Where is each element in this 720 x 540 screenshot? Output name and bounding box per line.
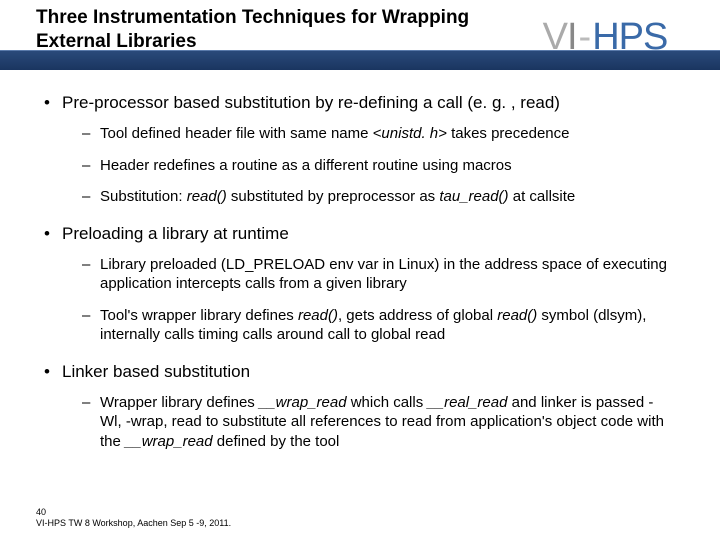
italic-span: read() [298, 307, 338, 324]
header-bar [0, 50, 720, 70]
italic-span: read() [497, 307, 537, 324]
italic-span: __wrap_read [125, 433, 213, 450]
sub-item: Substitution: read() substituted by prep… [40, 187, 680, 207]
italic-span: __real_read [427, 394, 507, 411]
bullet-linker: Linker based substitution [40, 361, 680, 383]
section-1: Pre-processor based substitution by re-d… [40, 92, 680, 207]
text-span: defined by the tool [213, 433, 340, 450]
italic-span: read() [187, 188, 227, 205]
text-span: Tool defined header file with same name [100, 125, 373, 142]
text-span: Wrapper library defines [100, 394, 259, 411]
footer-text: VI-HPS TW 8 Workshop, Aachen Sep 5 -9, 2… [36, 518, 231, 530]
sub-item: Tool defined header file with same name … [40, 124, 680, 144]
slide-title: Three Instrumentation Techniques for Wra… [36, 6, 480, 54]
text-span: substituted by preprocessor as [227, 188, 440, 205]
sub-item: Wrapper library defines __wrap_read whic… [40, 393, 680, 452]
section-3: Linker based substitution Wrapper librar… [40, 361, 680, 452]
sub-item: Tool's wrapper library defines read(), g… [40, 306, 680, 345]
section-2: Preloading a library at runtime Library … [40, 223, 680, 345]
italic-span: <unistd. h> [373, 125, 447, 142]
slide-content: Pre-processor based substitution by re-d… [0, 70, 720, 451]
slide-header: Three Instrumentation Techniques for Wra… [0, 0, 720, 70]
text-span: Substitution: [100, 188, 187, 205]
text-span: Library preloaded (LD_PRELOAD env var in… [100, 256, 667, 293]
bullet-preprocessor: Pre-processor based substitution by re-d… [40, 92, 680, 114]
sub-item: Library preloaded (LD_PRELOAD env var in… [40, 255, 680, 294]
text-span: takes precedence [447, 125, 570, 142]
text-span: , gets address of global [338, 307, 497, 324]
slide-footer: 40 VI-HPS TW 8 Workshop, Aachen Sep 5 -9… [36, 507, 231, 530]
text-span: at callsite [509, 188, 576, 205]
page-number: 40 [36, 507, 231, 519]
text-span: Header redefines a routine as a differen… [100, 157, 512, 174]
bullet-preloading: Preloading a library at runtime [40, 223, 680, 245]
text-span: which calls [347, 394, 428, 411]
text-span: Tool's wrapper library defines [100, 307, 298, 324]
italic-span: tau_read() [439, 188, 508, 205]
sub-item: Header redefines a routine as a differen… [40, 156, 680, 176]
italic-span: __wrap_read [259, 394, 347, 411]
